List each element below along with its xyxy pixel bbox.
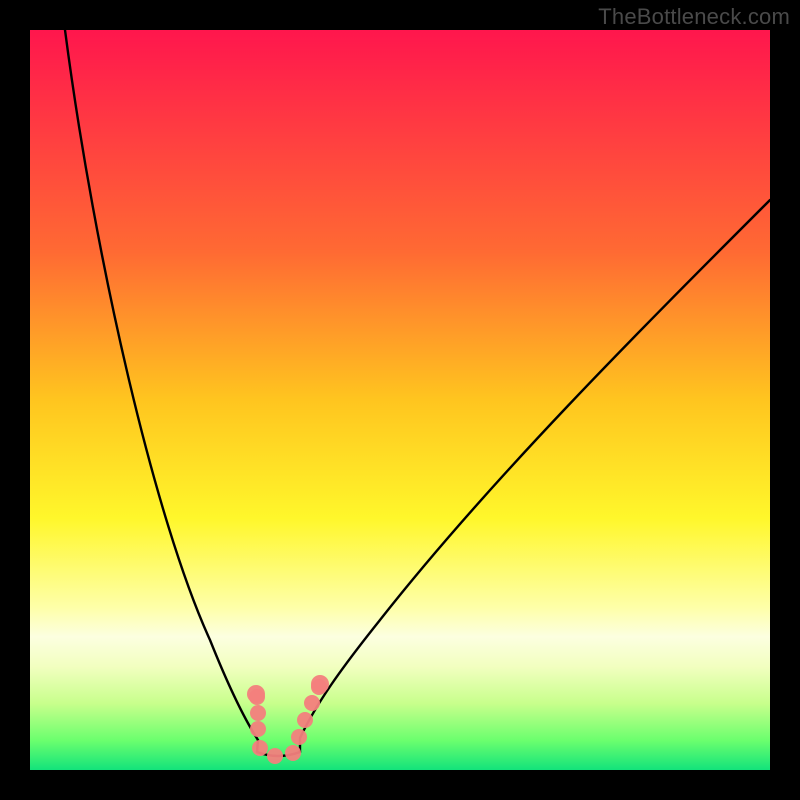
watermark-text: TheBottleneck.com — [598, 4, 790, 30]
bottleneck-curve-chart — [0, 0, 800, 800]
chart-stage: TheBottleneck.com — [0, 0, 800, 800]
